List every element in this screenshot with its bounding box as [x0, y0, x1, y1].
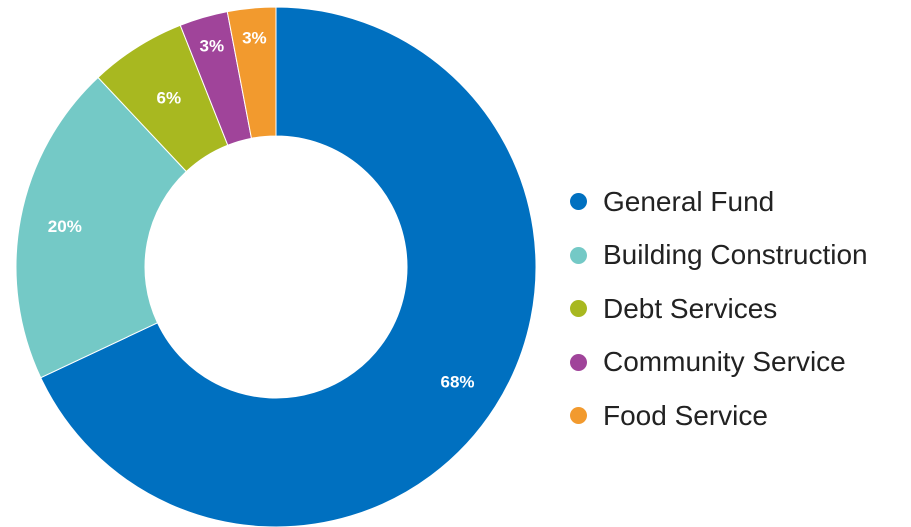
slice-label: 20%	[48, 217, 82, 236]
legend-item: Building Construction	[570, 229, 868, 283]
legend: General Fund Building Construction Debt Se…	[570, 175, 868, 443]
legend-item: Food Service	[570, 389, 868, 443]
slice-food-service	[226, 6, 277, 139]
slice-label: 68%	[441, 373, 475, 392]
legend-dot-icon	[570, 407, 587, 425]
slice-label: 3%	[242, 29, 267, 48]
legend-label: Community Service	[603, 346, 846, 378]
legend-label: Building Construction	[603, 239, 868, 271]
slice-building-construction	[15, 76, 188, 379]
legend-item: General Fund	[570, 175, 868, 229]
legend-dot-icon	[570, 193, 587, 211]
legend-item: Community Service	[570, 336, 868, 390]
legend-item: Debt Services	[570, 282, 868, 336]
slice-label: 6%	[157, 89, 182, 108]
legend-dot-icon	[570, 353, 587, 371]
legend-label: General Fund	[603, 185, 775, 217]
legend-dot-icon	[570, 246, 587, 264]
legend-label: Food Service	[603, 399, 768, 431]
slice-label: 3%	[200, 37, 225, 56]
legend-label: Debt Services	[603, 292, 778, 324]
slice-general-fund	[40, 6, 537, 527]
legend-dot-icon	[570, 300, 587, 318]
